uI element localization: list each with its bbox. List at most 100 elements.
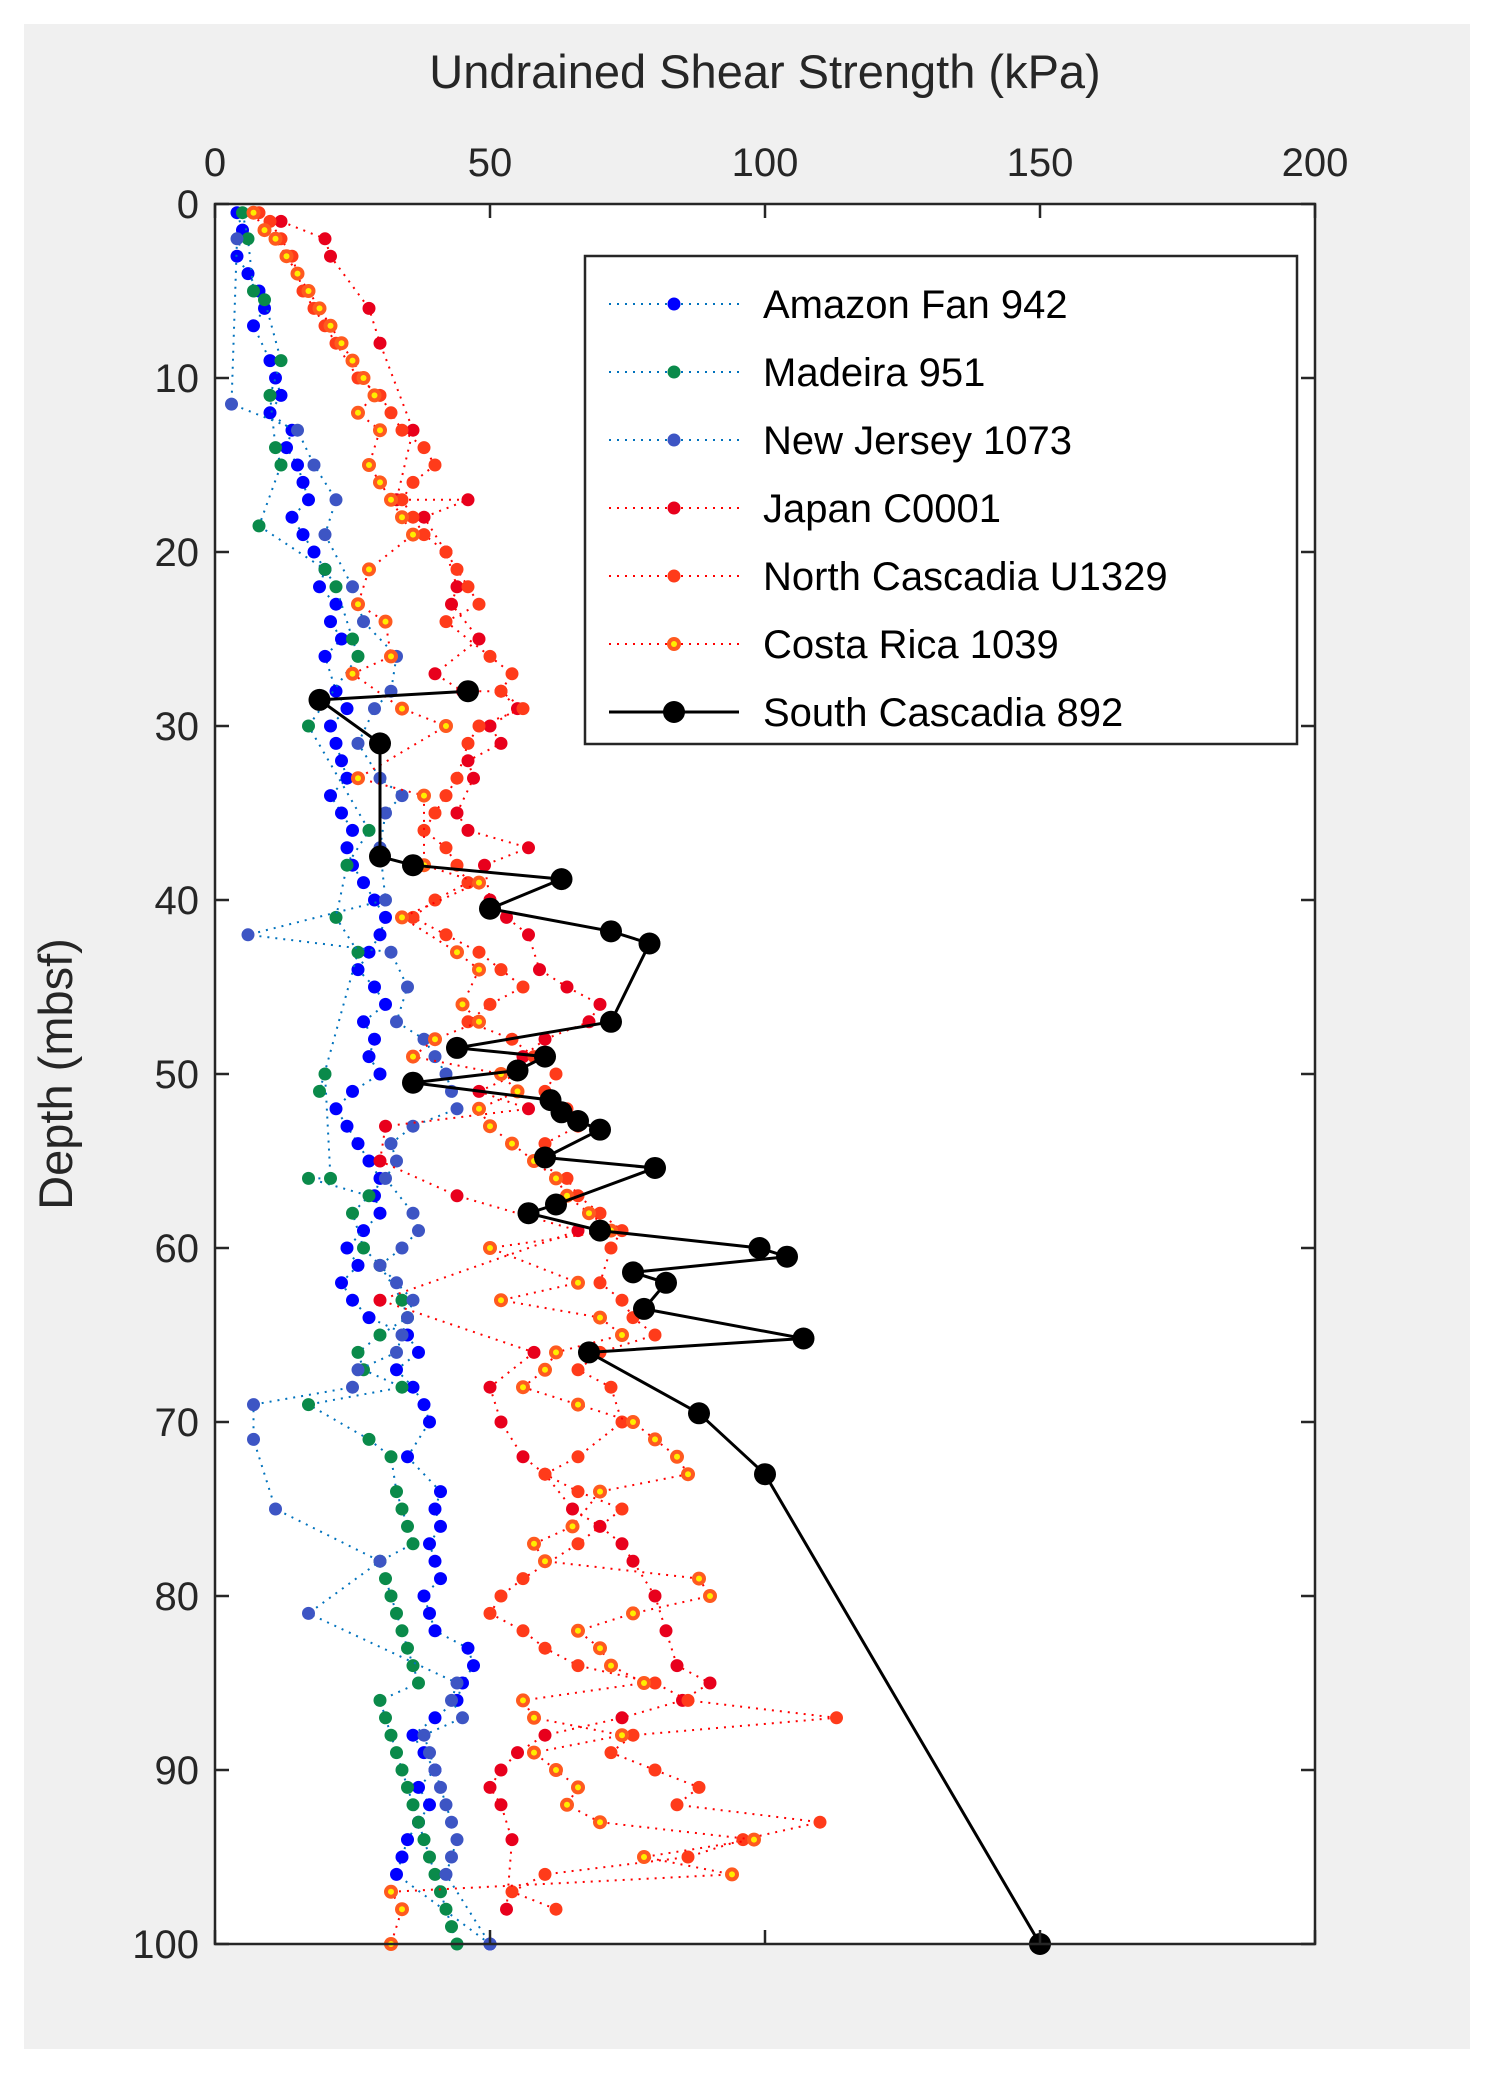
data-point-north-cascadia-u1329 bbox=[494, 1589, 508, 1603]
data-point-costa-rica-1039 bbox=[406, 527, 420, 542]
data-point-north-cascadia-u1329 bbox=[549, 1067, 563, 1081]
data-point-madeira-951 bbox=[362, 1432, 376, 1446]
data-point-madeira-951 bbox=[340, 858, 354, 872]
legend-swatch-marker bbox=[667, 501, 681, 515]
data-point-costa-rica-1039 bbox=[373, 475, 387, 490]
data-point-amazon-fan-942 bbox=[274, 388, 288, 402]
data-point-north-cascadia-u1329 bbox=[516, 702, 530, 716]
data-point-new-jersey-1073 bbox=[291, 423, 304, 437]
data-point-north-cascadia-u1329 bbox=[516, 980, 530, 994]
data-point-amazon-fan-942 bbox=[280, 441, 293, 455]
data-point-new-jersey-1073 bbox=[450, 1102, 464, 1116]
data-point-japan-c0001 bbox=[461, 493, 475, 507]
data-point-japan-c0001 bbox=[593, 1519, 607, 1533]
data-point-madeira-951 bbox=[395, 1624, 409, 1638]
data-point-new-jersey-1073 bbox=[406, 1206, 420, 1220]
data-point-south-cascadia-892 bbox=[369, 845, 391, 868]
data-point-costa-rica-1039 bbox=[494, 1293, 508, 1308]
data-point-costa-rica-1039 bbox=[527, 1710, 541, 1725]
data-point-north-cascadia-u1329 bbox=[615, 1502, 629, 1516]
data-point-amazon-fan-942 bbox=[390, 1363, 403, 1377]
data-point-madeira-951 bbox=[412, 1815, 425, 1829]
data-point-amazon-fan-942 bbox=[417, 1398, 431, 1412]
data-point-costa-rica-1039 bbox=[257, 223, 272, 238]
data-point-costa-rica-1039 bbox=[373, 423, 387, 438]
legend-item-south-cascadia-892: South Cascadia 892 bbox=[609, 691, 1123, 735]
data-point-amazon-fan-942 bbox=[428, 1554, 442, 1568]
data-point-north-cascadia-u1329 bbox=[604, 1241, 618, 1255]
data-point-south-cascadia-892 bbox=[754, 1463, 776, 1486]
data-point-madeira-951 bbox=[329, 580, 343, 594]
data-point-north-cascadia-u1329 bbox=[538, 1867, 552, 1881]
y-tick-label: 50 bbox=[155, 1053, 200, 1097]
data-point-new-jersey-1073 bbox=[406, 1293, 420, 1307]
data-point-amazon-fan-942 bbox=[401, 1833, 414, 1847]
data-point-madeira-951 bbox=[395, 1293, 409, 1307]
data-point-japan-c0001 bbox=[467, 771, 480, 785]
data-point-north-cascadia-u1329 bbox=[593, 1276, 607, 1290]
data-point-costa-rica-1039 bbox=[516, 1380, 530, 1395]
data-point-madeira-951 bbox=[406, 1659, 420, 1673]
data-point-north-cascadia-u1329 bbox=[813, 1815, 827, 1829]
data-point-new-jersey-1073 bbox=[445, 1815, 458, 1829]
data-point-madeira-951 bbox=[241, 232, 255, 246]
data-point-north-cascadia-u1329 bbox=[384, 406, 398, 420]
data-point-amazon-fan-942 bbox=[390, 1867, 403, 1881]
data-point-madeira-951 bbox=[351, 649, 365, 663]
data-point-japan-c0001 bbox=[560, 980, 574, 994]
data-point-costa-rica-1039 bbox=[483, 1241, 497, 1255]
y-tick-label: 30 bbox=[155, 705, 200, 749]
data-point-japan-c0001 bbox=[527, 1345, 541, 1359]
data-point-costa-rica-1039 bbox=[626, 1606, 640, 1621]
data-point-japan-c0001 bbox=[516, 1450, 530, 1464]
data-point-north-cascadia-u1329 bbox=[648, 1763, 662, 1777]
data-point-japan-c0001 bbox=[500, 910, 513, 924]
data-point-amazon-fan-942 bbox=[467, 1659, 480, 1673]
data-point-amazon-fan-942 bbox=[379, 997, 392, 1011]
data-point-japan-c0001 bbox=[450, 580, 464, 594]
x-tick-label: 150 bbox=[1007, 141, 1074, 185]
data-point-north-cascadia-u1329 bbox=[692, 1780, 706, 1794]
data-point-north-cascadia-u1329 bbox=[472, 597, 486, 611]
data-point-madeira-951 bbox=[406, 1798, 420, 1812]
data-point-japan-c0001 bbox=[478, 858, 491, 872]
data-point-new-jersey-1073 bbox=[439, 1867, 453, 1881]
data-point-north-cascadia-u1329 bbox=[450, 771, 464, 785]
data-point-new-jersey-1073 bbox=[428, 1763, 442, 1777]
data-point-north-cascadia-u1329 bbox=[736, 1833, 750, 1847]
data-point-north-cascadia-u1329 bbox=[439, 928, 453, 942]
data-point-costa-rica-1039 bbox=[527, 1745, 541, 1760]
data-point-costa-rica-1039 bbox=[362, 562, 376, 577]
legend-label: South Cascadia 892 bbox=[763, 691, 1123, 735]
data-point-madeira-951 bbox=[351, 1345, 365, 1359]
data-point-costa-rica-1039 bbox=[615, 1728, 629, 1743]
data-point-amazon-fan-942 bbox=[373, 1067, 387, 1081]
data-point-costa-rica-1039 bbox=[670, 1449, 684, 1464]
y-tick-label: 100 bbox=[132, 1923, 199, 1967]
data-point-madeira-951 bbox=[302, 1398, 315, 1412]
data-point-costa-rica-1039 bbox=[549, 1171, 563, 1186]
data-point-south-cascadia-892 bbox=[446, 1036, 468, 1059]
data-point-amazon-fan-942 bbox=[428, 1502, 442, 1516]
data-point-north-cascadia-u1329 bbox=[494, 963, 508, 977]
data-point-new-jersey-1073 bbox=[351, 736, 365, 750]
data-point-amazon-fan-942 bbox=[296, 528, 310, 542]
data-point-costa-rica-1039 bbox=[384, 649, 398, 664]
data-point-new-jersey-1073 bbox=[417, 1032, 431, 1046]
legend: Amazon Fan 942 Madeira 951 New Jersey 1073… bbox=[583, 254, 1299, 746]
data-point-japan-c0001 bbox=[274, 214, 288, 228]
data-point-north-cascadia-u1329 bbox=[439, 615, 453, 629]
data-point-madeira-951 bbox=[395, 1763, 409, 1777]
data-point-japan-c0001 bbox=[522, 1102, 535, 1116]
data-point-amazon-fan-942 bbox=[324, 789, 337, 803]
data-point-new-jersey-1073 bbox=[225, 397, 238, 411]
data-point-madeira-951 bbox=[351, 945, 365, 959]
data-point-north-cascadia-u1329 bbox=[461, 580, 475, 594]
data-point-madeira-951 bbox=[379, 1572, 392, 1586]
data-point-north-cascadia-u1329 bbox=[395, 423, 409, 437]
data-point-amazon-fan-942 bbox=[434, 1485, 447, 1499]
data-point-south-cascadia-892 bbox=[776, 1245, 798, 1268]
data-point-south-cascadia-892 bbox=[748, 1237, 771, 1259]
data-point-costa-rica-1039 bbox=[725, 1867, 739, 1882]
data-point-new-jersey-1073 bbox=[373, 1554, 387, 1568]
